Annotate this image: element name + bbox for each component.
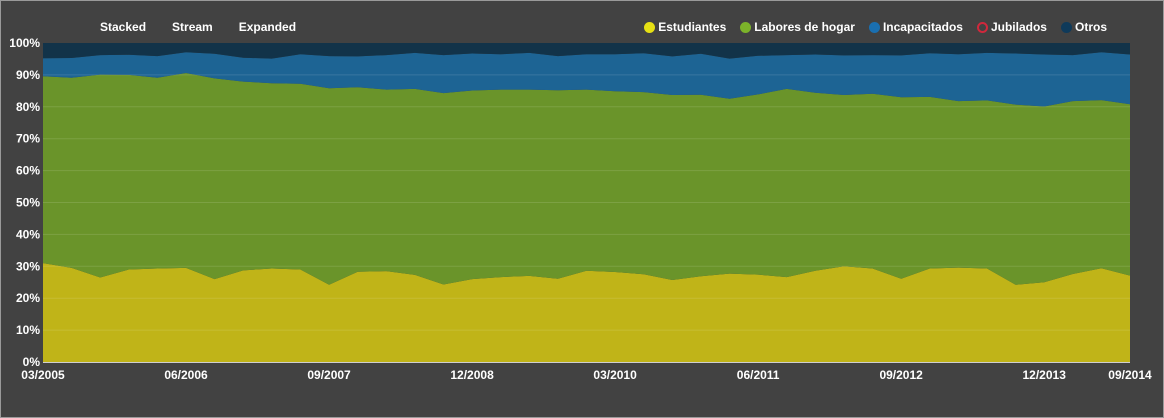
y-tick-label: 10% xyxy=(16,323,40,337)
legend-dot-icon xyxy=(1060,21,1072,33)
area-series-labores-de-hogar xyxy=(43,73,1130,285)
y-tick-label: 80% xyxy=(16,100,40,114)
chart-mode-controls: Stacked Stream Expanded xyxy=(100,20,296,34)
y-tick-label: 20% xyxy=(16,291,40,305)
y-tick-label: 30% xyxy=(16,259,40,273)
x-tick-label: 12/2013 xyxy=(1022,368,1066,382)
x-tick-label: 09/2012 xyxy=(879,368,923,382)
x-tick-label: 06/2011 xyxy=(737,368,780,382)
y-tick-label: 70% xyxy=(16,132,40,146)
legend-label: Jubilados xyxy=(990,20,1047,34)
y-tick-label: 0% xyxy=(23,355,41,369)
y-tick-label: 90% xyxy=(16,68,40,82)
x-tick-label: 03/2010 xyxy=(593,368,637,382)
x-tick-label: 09/2007 xyxy=(307,368,351,382)
chart-legend: Estudiantes Labores de hogar Incapacitad… xyxy=(644,20,1107,34)
legend-label: Labores de hogar xyxy=(754,20,855,34)
legend-label: Otros xyxy=(1074,20,1107,34)
stream-mode-button[interactable]: Stream xyxy=(172,20,213,34)
y-tick-label: 40% xyxy=(16,227,40,241)
x-tick-label: 06/2006 xyxy=(164,368,208,382)
y-tick-label: 50% xyxy=(16,196,40,210)
legend-item-estudiantes[interactable]: Estudiantes xyxy=(644,20,726,34)
legend-item-jubilados[interactable]: Jubilados xyxy=(976,20,1047,34)
legend-dot-icon xyxy=(644,21,656,33)
x-tick-label: 03/2005 xyxy=(21,368,65,382)
stacked-mode-button[interactable]: Stacked xyxy=(100,20,147,34)
y-tick-label: 100% xyxy=(9,36,40,50)
area-series-incapacitados xyxy=(43,52,1130,107)
x-tick-label: 09/2014 xyxy=(1108,368,1152,382)
y-tick-label: 60% xyxy=(16,164,40,178)
legend-dot-icon xyxy=(976,21,988,33)
area-series-estudiantes xyxy=(43,263,1130,362)
legend-dot-icon xyxy=(868,21,880,33)
legend-item-otros[interactable]: Otros xyxy=(1060,20,1107,34)
legend-item-labores-de-hogar[interactable]: Labores de hogar xyxy=(740,20,855,34)
area-series-otros xyxy=(43,43,1130,59)
legend-item-incapacitados[interactable]: Incapacitados xyxy=(868,20,963,34)
legend-label: Estudiantes xyxy=(658,20,727,34)
x-tick-label: 12/2008 xyxy=(450,368,494,382)
legend-label: Incapacitados xyxy=(882,20,963,34)
expanded-mode-button[interactable]: Expanded xyxy=(238,20,297,34)
legend-dot-icon xyxy=(740,21,752,33)
